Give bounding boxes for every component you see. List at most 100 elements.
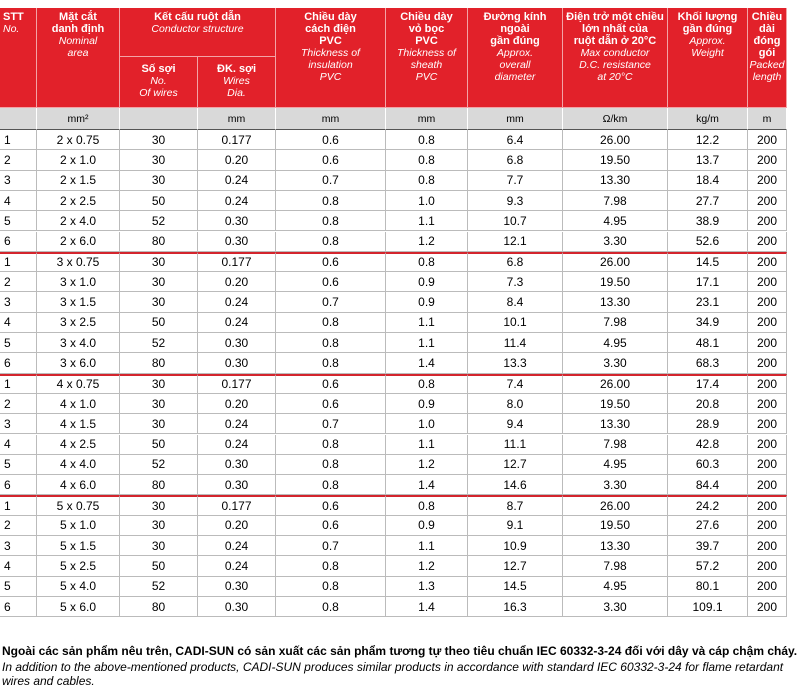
row-number: 2 [0, 393, 37, 415]
table-cell: 0.24 [198, 536, 276, 557]
table-cell: 0.6 [276, 272, 386, 293]
row-number: 1 [0, 495, 37, 516]
unit-cell: mm [468, 108, 563, 130]
table-cell: 13.30 [563, 414, 668, 435]
table-cell: 3.30 [563, 475, 668, 496]
header-vi: Chiều dày cách điện PVC [304, 11, 357, 47]
table-cell: 26.00 [563, 495, 668, 516]
table-cell: 3.30 [563, 353, 668, 374]
table-cell: 5 x 4.0 [37, 576, 120, 597]
table-cell: 0.177 [198, 251, 276, 273]
table-cell: 0.9 [386, 515, 468, 536]
table-cell: 200 [748, 596, 787, 618]
table-cell: 12.7 [468, 454, 563, 476]
table-cell: 8.7 [468, 495, 563, 516]
table-cell: 200 [748, 393, 787, 415]
table-cell: 4 x 1.5 [37, 414, 120, 435]
table-cell: 109.1 [668, 596, 748, 618]
table-cell: 200 [748, 515, 787, 536]
row-number: 6 [0, 475, 37, 496]
table-cell: 0.8 [276, 475, 386, 496]
row-number: 3 [0, 292, 37, 313]
table-cell: 0.8 [276, 312, 386, 333]
table-cell: 42.8 [668, 434, 748, 455]
table-cell: 1.4 [386, 596, 468, 618]
table-cell: 27.6 [668, 515, 748, 536]
table-cell: 0.9 [386, 272, 468, 293]
table-cell: 3 x 6.0 [37, 353, 120, 374]
table-cell: 12.1 [468, 231, 563, 252]
row-number: 3 [0, 536, 37, 557]
table-cell: 2 x 1.0 [37, 150, 120, 171]
table-cell: 200 [748, 495, 787, 516]
table-cell: 2 x 2.5 [37, 190, 120, 212]
table-cell: 200 [748, 556, 787, 577]
table-cell: 5 x 0.75 [37, 495, 120, 516]
row-number: 5 [0, 576, 37, 597]
header-vi: Điện trở một chiều lớn nhất của ruột dẫn… [566, 11, 664, 47]
table-cell: 80 [120, 596, 198, 618]
table-cell: 7.98 [563, 556, 668, 577]
table-cell: 0.6 [276, 251, 386, 273]
table-cell: 14.5 [468, 576, 563, 597]
table-cell: 0.6 [276, 150, 386, 171]
table-cell: 13.30 [563, 292, 668, 313]
table-cell: 1.2 [386, 231, 468, 252]
table-cell: 0.20 [198, 515, 276, 536]
table-cell: 200 [748, 353, 787, 374]
table-cell: 0.24 [198, 556, 276, 577]
table-cell: 1.4 [386, 353, 468, 374]
subheader-vi: Số sợi [141, 63, 176, 75]
header-en: Approx. Weight [689, 35, 726, 59]
table-cell: 80 [120, 475, 198, 496]
table-cell: 200 [748, 475, 787, 496]
table-cell: 2 x 4.0 [37, 211, 120, 232]
row-number: 4 [0, 556, 37, 577]
table-cell: 7.98 [563, 190, 668, 212]
table-cell: 200 [748, 150, 787, 171]
table-cell: 0.30 [198, 454, 276, 476]
table-cell: 13.7 [668, 150, 748, 171]
table-cell: 4.95 [563, 576, 668, 597]
table-cell: 17.1 [668, 272, 748, 293]
row-number: 2 [0, 272, 37, 293]
table-cell: 0.24 [198, 312, 276, 333]
table-cell: 80 [120, 353, 198, 374]
table-cell: 60.3 [668, 454, 748, 476]
row-number: 3 [0, 170, 37, 191]
table-cell: 30 [120, 130, 198, 151]
table-cell: 1.1 [386, 434, 468, 455]
table-cell: 6.8 [468, 150, 563, 171]
header-en: Nominal area [58, 35, 98, 59]
table-cell: 80.1 [668, 576, 748, 597]
table-cell: 52 [120, 576, 198, 597]
header-cell: Đường kính ngoài gần đúng Approx. overall… [468, 8, 563, 108]
table-cell: 3 x 0.75 [37, 251, 120, 273]
table-cell: 0.6 [276, 515, 386, 536]
table-cell: 3 x 4.0 [37, 333, 120, 354]
table-cell: 0.30 [198, 596, 276, 618]
header-cell: Chiều dài đóng gói Packed length [748, 8, 787, 108]
header-en: No. [3, 23, 20, 35]
table-cell: 0.7 [276, 536, 386, 557]
table-cell: 12.2 [668, 130, 748, 151]
table-cell: 10.7 [468, 211, 563, 232]
table-cell: 0.24 [198, 292, 276, 313]
table-cell: 17.4 [668, 373, 748, 394]
table-cell: 0.8 [276, 211, 386, 232]
table-cell: 50 [120, 312, 198, 333]
table-cell: 200 [748, 170, 787, 191]
table-cell: 1.0 [386, 414, 468, 435]
table-cell: 18.4 [668, 170, 748, 191]
table-cell: 24.2 [668, 495, 748, 516]
table-cell: 5 x 6.0 [37, 596, 120, 618]
table-cell: 2 x 6.0 [37, 231, 120, 252]
table-cell: 0.24 [198, 434, 276, 455]
subheader-cell: Số sợi No. Of wires [120, 57, 198, 108]
footer-en: In addition to the above-mentioned produ… [2, 660, 784, 688]
table-cell: 0.6 [276, 130, 386, 151]
table-cell: 1.3 [386, 576, 468, 597]
table-cell: 200 [748, 130, 787, 151]
unit-cell [120, 108, 198, 130]
table-cell: 13.3 [468, 353, 563, 374]
